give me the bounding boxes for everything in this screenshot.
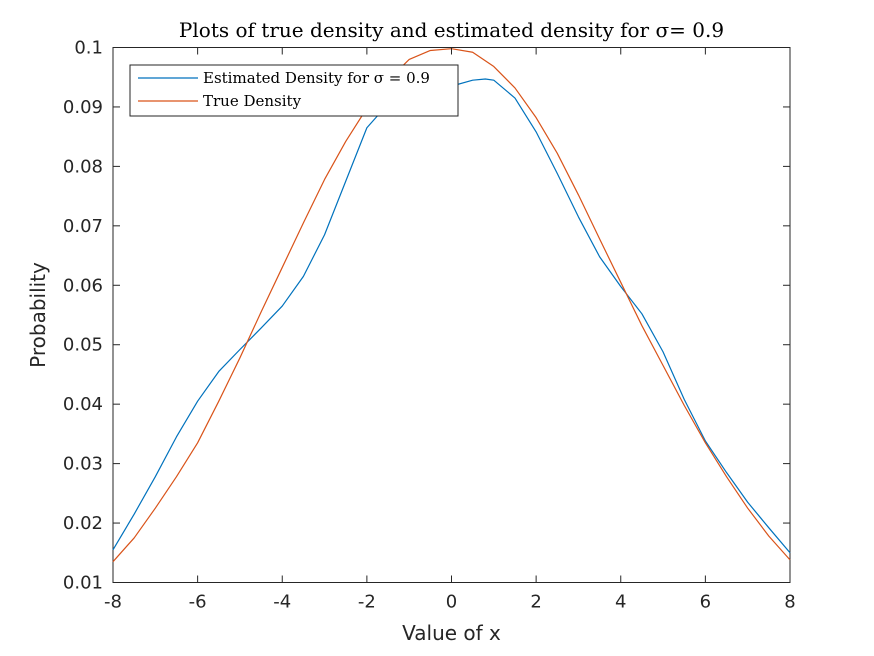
estimated-density-line bbox=[112, 78, 791, 554]
y-tick-label: 0.06 bbox=[63, 275, 103, 296]
axes-box bbox=[112, 47, 791, 583]
chart-title: Plots of true density and estimated dens… bbox=[179, 18, 724, 42]
y-tick-label: 0.03 bbox=[63, 454, 103, 475]
legend: Estimated Density for σ = 0.9 True Densit… bbox=[129, 64, 459, 117]
y-tick-label: 0.08 bbox=[63, 156, 103, 177]
y-tick-label: 0.05 bbox=[63, 335, 103, 356]
legend-entry-label: Estimated Density for σ = 0.9 bbox=[203, 69, 430, 87]
x-tick-label: 0 bbox=[446, 592, 457, 613]
legend-box bbox=[129, 64, 459, 117]
y-tick-label: 0.02 bbox=[63, 513, 103, 534]
y-axis-label: Probability bbox=[26, 262, 50, 368]
x-axis-label: Value of x bbox=[402, 621, 501, 645]
x-tick-label: 4 bbox=[615, 592, 626, 613]
y-tick-label: 0.04 bbox=[63, 394, 103, 415]
y-tick-label: 0.01 bbox=[63, 573, 103, 594]
legend-entry-label: True Density bbox=[203, 92, 302, 110]
y-tick-label: 0.1 bbox=[74, 38, 103, 59]
y-tick-label: 0.07 bbox=[63, 216, 103, 237]
x-tick-label: -6 bbox=[189, 592, 207, 613]
x-tick-label: 6 bbox=[700, 592, 711, 613]
ticks-group: -8 -6 -4 -2 0 2 4 6 8 0.01 0.02 0.03 0.04 0.05 0.06 0.0… bbox=[63, 38, 796, 613]
x-tick-label: 8 bbox=[784, 592, 795, 613]
y-tick-label: 0.09 bbox=[63, 97, 103, 118]
x-tick-label: -2 bbox=[358, 592, 376, 613]
x-tick-label: 2 bbox=[530, 592, 541, 613]
x-tick-label: -4 bbox=[273, 592, 291, 613]
x-tick-label: -8 bbox=[104, 592, 122, 613]
